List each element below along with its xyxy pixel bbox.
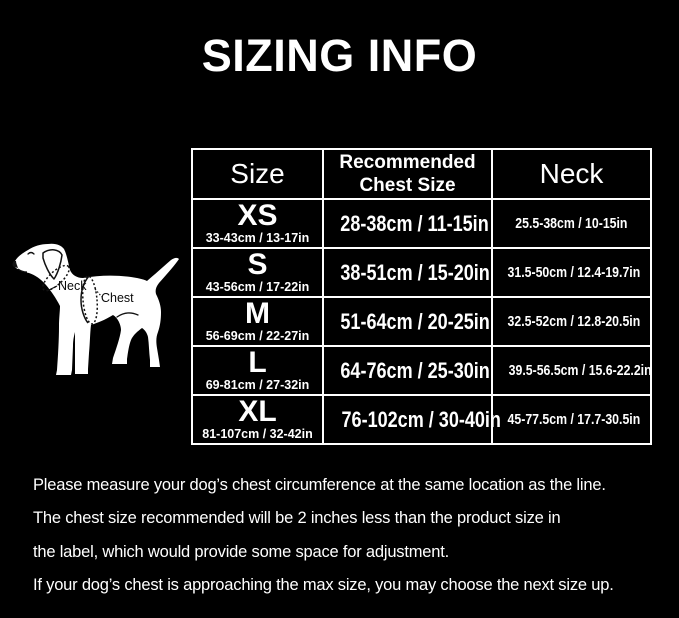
chest-cell: 28-38cm / 11-15in	[322, 198, 493, 249]
table-row: XL 81-107cm / 32-42in 76-102cm / 30-40in…	[191, 394, 652, 445]
chest-measure-line	[81, 275, 99, 325]
dog-nose	[12, 261, 18, 268]
dog-ear	[42, 249, 63, 280]
chest-value: 64-76cm / 25-30in	[340, 357, 490, 383]
size-label: L	[248, 346, 267, 380]
chest-value: 51-64cm / 20-25in	[340, 308, 490, 334]
neck-value: 31.5-50cm / 12.4-19.7in	[507, 263, 641, 281]
page-title: SIZING INFO	[201, 30, 478, 81]
dog-thigh-line	[116, 312, 139, 318]
neck-value: 25.5-38cm / 10-15in	[515, 214, 628, 232]
table-row: S 43-56cm / 17-22in 38-51cm / 15-20in 31…	[191, 247, 652, 298]
chest-value: 76-102cm / 30-40in	[341, 406, 501, 432]
size-cell: XL 81-107cm / 32-42in	[191, 394, 324, 445]
size-label: M	[245, 297, 270, 331]
note-line: If your dog’s chest is approaching the m…	[33, 576, 614, 595]
dog-silhouette	[13, 243, 179, 375]
col-header-chest: Recommended Chest Size	[322, 148, 493, 200]
note-line: The chest size recommended will be 2 inc…	[33, 509, 561, 528]
chest-cell: 76-102cm / 30-40in	[322, 394, 501, 445]
table-header-row: Size Recommended Chest Size Neck	[191, 148, 652, 200]
neck-label-pointer	[46, 285, 58, 292]
neck-cell: 31.5-50cm / 12.4-19.7in	[491, 247, 652, 298]
neck-cell: 25.5-38cm / 10-15in	[491, 198, 652, 249]
col-header-size: Size	[191, 148, 324, 200]
chest-cell: 64-76cm / 25-30in	[322, 345, 493, 396]
size-range: 69-81cm / 27-32in	[205, 378, 310, 393]
size-cell: S 43-56cm / 17-22in	[191, 247, 324, 298]
chest-value: 38-51cm / 15-20in	[340, 259, 490, 285]
chest-cell: 38-51cm / 15-20in	[322, 247, 493, 298]
size-range: 43-56cm / 17-22in	[205, 280, 310, 295]
table-row: L 69-81cm / 27-32in 64-76cm / 25-30in 39…	[191, 345, 652, 396]
dog-eye	[27, 251, 35, 255]
neck-cell: 45-77.5cm / 17.7-30.5in	[491, 394, 652, 445]
size-range: 56-69cm / 22-27in	[205, 329, 310, 344]
size-label: S	[247, 248, 268, 282]
size-range: 81-107cm / 32-42in	[202, 427, 313, 442]
neck-value: 32.5-52cm / 12.8-20.5in	[507, 312, 641, 330]
size-cell: M 56-69cm / 22-27in	[191, 296, 324, 347]
chest-measure-solid-arc	[80, 275, 90, 324]
measurement-notes: Please measure your dog’s chest circumfe…	[33, 469, 663, 603]
chest-value: 28-38cm / 11-15in	[340, 210, 489, 236]
chest-cell: 51-64cm / 20-25in	[322, 296, 493, 347]
neck-value: 39.5-56.5cm / 15.6-22.2in	[508, 361, 652, 379]
size-cell: L 69-81cm / 27-32in	[191, 345, 324, 396]
table-row: M 56-69cm / 22-27in 51-64cm / 20-25in 32…	[191, 296, 652, 347]
neck-label: Neck	[58, 279, 87, 293]
size-label: XS	[237, 199, 278, 233]
size-range: 33-43cm / 13-17in	[205, 231, 310, 246]
note-line: the label, which would provide some spac…	[33, 542, 449, 561]
chest-label: Chest	[101, 291, 134, 305]
table-row: XS 33-43cm / 13-17in 28-38cm / 11-15in 2…	[191, 198, 652, 249]
neck-value: 45-77.5cm / 17.7-30.5in	[507, 410, 641, 428]
dog-measurement-diagram: Neck Chest	[12, 243, 179, 375]
neck-cell: 39.5-56.5cm / 15.6-22.2in	[491, 345, 652, 396]
dog-mouth-line	[17, 268, 28, 273]
col-header-neck: Neck	[491, 148, 652, 200]
neck-measure-line	[42, 264, 70, 292]
size-label: XL	[238, 395, 277, 429]
size-cell: XS 33-43cm / 13-17in	[191, 198, 324, 249]
note-line: Please measure your dog’s chest circumfe…	[33, 476, 606, 494]
sizing-table: Size Recommended Chest Size Neck XS 33-4…	[191, 148, 652, 445]
neck-cell: 32.5-52cm / 12.8-20.5in	[491, 296, 652, 347]
